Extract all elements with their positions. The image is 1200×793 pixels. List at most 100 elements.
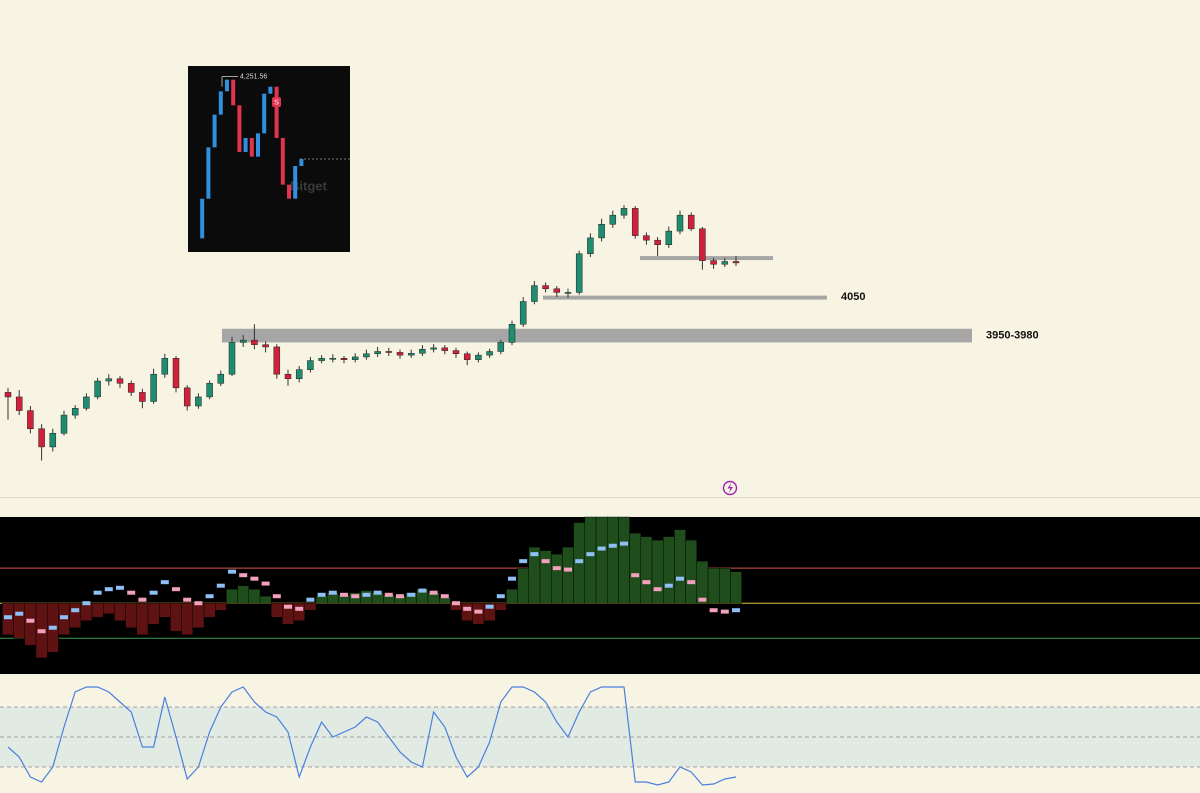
histogram-bar xyxy=(271,603,283,618)
zone-label: 4050 xyxy=(841,291,865,303)
candle-body xyxy=(195,396,202,407)
candle-body xyxy=(419,348,426,354)
candle-body xyxy=(407,353,415,356)
candle-body xyxy=(329,358,337,360)
candle-body xyxy=(710,260,717,265)
candle-body xyxy=(295,369,303,380)
histogram-bar xyxy=(730,571,742,604)
watermark: Bitget xyxy=(290,178,328,193)
candle-body xyxy=(732,261,740,264)
signal-mark xyxy=(127,590,136,595)
candle-body xyxy=(587,237,594,255)
candle-body xyxy=(463,353,471,360)
histogram-bar xyxy=(551,553,563,604)
histogram-bar xyxy=(495,603,507,611)
inset-bar xyxy=(274,86,279,138)
signal-mark xyxy=(295,606,304,611)
signal-mark xyxy=(384,592,393,597)
candle-body xyxy=(497,342,505,352)
histogram-bar xyxy=(584,516,597,604)
candle-body xyxy=(239,339,247,343)
histogram-bar xyxy=(192,603,205,628)
signal-mark xyxy=(306,597,315,602)
histogram-bar xyxy=(248,588,261,604)
signal-mark xyxy=(586,552,595,557)
signal-mark xyxy=(620,541,628,546)
signal-mark xyxy=(183,597,192,602)
candle-body xyxy=(83,396,90,409)
candle-body xyxy=(620,208,628,216)
candle-body xyxy=(721,261,729,265)
histogram-bar xyxy=(461,603,474,621)
peak-label: 4,251.56 xyxy=(240,73,267,80)
signal-mark xyxy=(228,569,236,574)
event-icon-bolt[interactable] xyxy=(727,483,734,493)
histogram-bar xyxy=(439,597,451,604)
candle-body xyxy=(676,214,684,232)
candle-body xyxy=(598,224,605,239)
signal-mark xyxy=(4,615,12,620)
candle-body xyxy=(60,414,68,434)
histogram-bar xyxy=(170,603,182,632)
inset-bar xyxy=(243,138,248,152)
candle-body xyxy=(531,285,538,302)
signal-mark xyxy=(48,625,57,630)
signal-mark xyxy=(250,576,259,581)
candle-body xyxy=(643,235,650,241)
signal-mark xyxy=(463,606,472,611)
histogram-bar xyxy=(506,588,518,604)
candle-body xyxy=(284,373,292,380)
signal-mark xyxy=(317,592,326,597)
signal-mark xyxy=(149,590,158,595)
candle-body xyxy=(116,378,124,384)
signal-mark xyxy=(631,573,640,578)
candle-body xyxy=(49,433,57,448)
event-icon[interactable] xyxy=(722,480,738,496)
inset-bar xyxy=(293,166,298,199)
signal-mark xyxy=(496,594,505,599)
signal-mark xyxy=(407,592,416,597)
signal-mark xyxy=(104,587,113,592)
histogram-bar xyxy=(214,603,227,611)
signal-mark xyxy=(720,609,729,614)
histogram-bar xyxy=(147,603,160,625)
signal-mark xyxy=(474,609,483,614)
candle-body xyxy=(665,230,673,245)
histogram-bar xyxy=(13,603,26,639)
signal-mark xyxy=(418,588,427,593)
histogram-bar xyxy=(707,567,720,604)
inset-bar xyxy=(287,184,291,199)
histogram-bar xyxy=(651,539,664,604)
signal-badge xyxy=(272,97,281,107)
candle-body xyxy=(340,358,348,360)
candle-body xyxy=(183,387,191,407)
signal-mark xyxy=(664,583,673,588)
candle-body xyxy=(15,396,23,411)
candle-body xyxy=(687,214,695,230)
histogram-bar xyxy=(719,567,731,604)
histogram-bar xyxy=(293,603,306,621)
candle-body xyxy=(94,380,101,398)
signal-mark xyxy=(608,543,617,548)
candle-body xyxy=(374,351,381,355)
candle-body xyxy=(228,342,236,375)
histogram-bar xyxy=(640,536,653,604)
signal-mark xyxy=(138,597,147,602)
event-icon-ring[interactable] xyxy=(722,480,738,496)
histogram-bar xyxy=(102,603,115,614)
signal-mark xyxy=(362,592,371,597)
candle-body xyxy=(161,358,169,375)
histogram-bar xyxy=(80,603,93,621)
zone xyxy=(222,328,972,343)
candle-body xyxy=(553,288,561,293)
signal-mark xyxy=(541,559,550,564)
signal-mark xyxy=(575,559,584,564)
inset-bar xyxy=(218,91,223,115)
signal-mark xyxy=(216,583,225,588)
histogram-bar xyxy=(203,603,216,618)
histogram-bar xyxy=(360,590,373,604)
signal-mark xyxy=(597,546,606,551)
candle-body xyxy=(631,208,639,236)
histogram-bar xyxy=(259,596,272,604)
